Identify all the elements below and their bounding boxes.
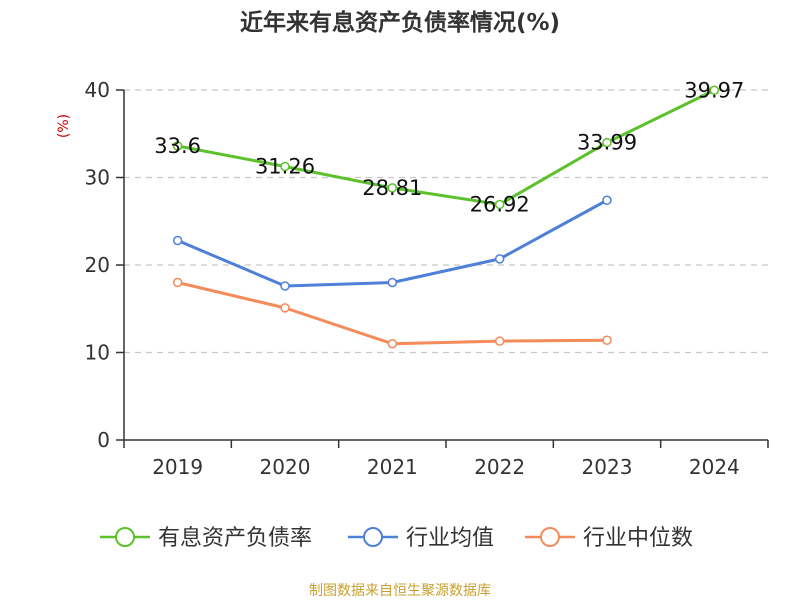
data-label: 33.99 <box>577 131 637 155</box>
legend-item: 有息资产负债率 <box>100 526 312 551</box>
y-tick-label: 10 <box>85 341 110 365</box>
y-tick-label: 40 <box>85 78 110 102</box>
legend-marker <box>363 527 383 547</box>
series-1-point <box>172 141 183 151</box>
x-tick-label: 2023 <box>582 455 633 479</box>
series-1-point <box>494 199 505 210</box>
legend: 有息资产负债率 行业均值 行业中位数 <box>100 526 693 551</box>
series-3-point <box>602 335 612 345</box>
series-2-point <box>494 254 505 264</box>
series-2-point <box>280 281 290 291</box>
y-axis-unit-label: (%) <box>56 114 72 138</box>
grid-layer <box>124 89 768 354</box>
x-tick-label: 2019 <box>152 455 203 479</box>
data-label-layer: 33.6 31.26 28.81 26.92 33.99 39.97 <box>154 78 744 216</box>
series-3-point <box>387 339 398 349</box>
series-1-point <box>387 183 398 193</box>
series-line-1 <box>177 88 715 206</box>
series-layer <box>172 85 720 349</box>
legend-label: 行业中位数 <box>583 526 693 551</box>
series-2-point <box>172 235 183 246</box>
series-2-point <box>602 195 612 205</box>
chart-title: 近年来有息资产负债率情况(%) <box>240 9 560 36</box>
series-3-point <box>494 336 505 346</box>
legend-item: 行业均值 <box>348 526 494 551</box>
series-3-point <box>172 277 183 288</box>
source-footer: 制图数据来自恒生聚源数据库 <box>309 583 491 599</box>
data-label: 26.92 <box>470 192 530 216</box>
data-label: 28.81 <box>362 176 422 200</box>
series-1-point <box>280 161 290 172</box>
series-line-3 <box>177 281 608 346</box>
x-tick-label: 2021 <box>367 455 418 479</box>
series-1-point <box>602 137 612 148</box>
axis-layer: 0 10 20 30 40 2019 2020 2021 2022 2023 2024 <box>85 78 769 479</box>
data-label: 31.26 <box>255 154 315 178</box>
data-label: 39.97 <box>684 78 744 102</box>
legend-label: 有息资产负债率 <box>158 526 312 551</box>
legend-marker <box>115 527 135 547</box>
x-tick-label: 2022 <box>474 455 525 479</box>
y-tick-label: 0 <box>97 428 110 452</box>
data-label: 33.6 <box>154 134 201 158</box>
legend-marker <box>540 527 560 547</box>
y-tick-label: 20 <box>85 253 110 277</box>
series-3-point <box>280 303 290 313</box>
y-tick-label: 30 <box>85 166 110 190</box>
legend-item: 行业中位数 <box>525 526 693 551</box>
series-2-point <box>387 277 398 288</box>
series-1-point <box>709 85 720 96</box>
series-line-2 <box>177 198 608 288</box>
x-tick-label: 2020 <box>260 455 311 479</box>
legend-label: 行业均值 <box>406 526 494 551</box>
x-tick-label: 2024 <box>689 455 740 479</box>
